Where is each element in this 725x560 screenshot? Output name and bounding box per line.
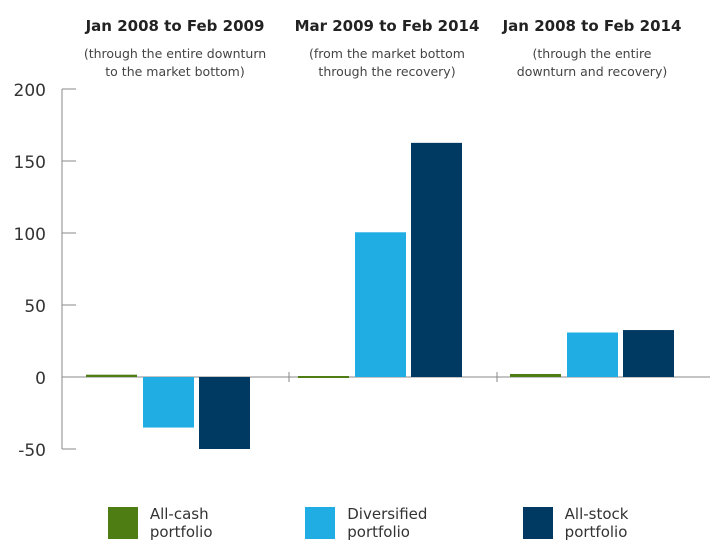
bar — [199, 377, 250, 449]
y-tick-label: 100 — [14, 225, 46, 245]
group-3-title: Jan 2008 to Feb 2014 — [502, 17, 682, 35]
bar — [86, 374, 137, 377]
legend-label-diversified: Diversified portfolio — [347, 505, 428, 541]
group-3-subtitle: (through the entire downturn and recover… — [516, 46, 668, 79]
legend: All-cash portfolio Diversified portfolio… — [108, 505, 725, 541]
group-2-title: Mar 2009 to Feb 2014 — [294, 17, 480, 35]
header-group-3: Jan 2008 to Feb 2014 (through the entire… — [477, 17, 707, 81]
legend-item-stock: All-stock portfolio — [522, 505, 687, 541]
bar — [623, 330, 674, 377]
legend-swatch-diversified — [305, 507, 336, 539]
bar — [143, 377, 194, 428]
group-1-title: Jan 2008 to Feb 2009 — [85, 17, 265, 35]
legend-item-diversified: Diversified portfolio — [305, 505, 484, 541]
group-2-subtitle: (from the market bottom through the reco… — [309, 46, 465, 79]
bar — [567, 332, 618, 377]
y-tick-label: 50 — [24, 297, 46, 317]
y-tick-label: 150 — [14, 153, 46, 173]
header-group-2: Mar 2009 to Feb 2014 (from the market bo… — [272, 17, 502, 81]
bar — [298, 376, 349, 378]
header-group-1: Jan 2008 to Feb 2009 (through the entire… — [60, 17, 290, 81]
y-tick-label: -50 — [18, 441, 46, 461]
legend-swatch-cash — [108, 507, 138, 539]
bar — [510, 373, 561, 377]
bar — [411, 142, 462, 377]
y-tick-label: 0 — [35, 369, 46, 389]
group-1-subtitle: (through the entire downturn to the mark… — [83, 46, 267, 79]
legend-label-stock: All-stock portfolio — [564, 505, 629, 541]
legend-item-cash: All-cash portfolio — [108, 505, 267, 541]
bar — [355, 232, 406, 377]
y-tick-label: 200 — [14, 81, 46, 101]
legend-swatch-stock — [522, 507, 553, 539]
legend-label-cash: All-cash portfolio — [149, 505, 213, 541]
